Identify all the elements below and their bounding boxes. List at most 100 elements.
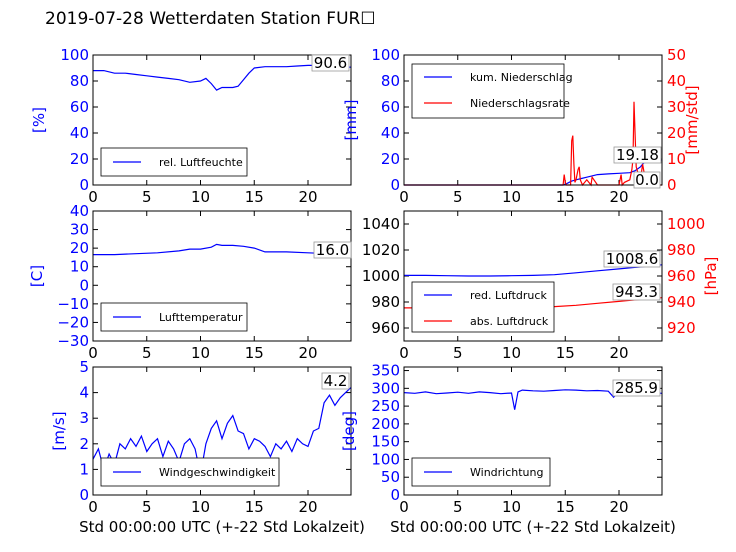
- legend-label: Lufttemperatur: [159, 311, 243, 324]
- y-tick-label: 250: [371, 397, 400, 415]
- value-annotation-box: [321, 372, 350, 390]
- y-tick-label: 60: [381, 98, 400, 116]
- legend-box: [411, 457, 551, 487]
- y-tick-label: 980: [371, 293, 400, 311]
- y-tick-label: 1000: [362, 267, 400, 285]
- value-annotation-box: [313, 241, 352, 259]
- value-annotation: 19.18: [616, 146, 659, 164]
- x-tick-label: 10: [502, 188, 521, 206]
- x-tick-label: 20: [298, 344, 317, 362]
- legend-label: kum. Niederschlag: [470, 71, 573, 84]
- x-tick-label: 10: [191, 344, 210, 362]
- y-tick-label: −10: [57, 295, 89, 313]
- y-tick-label: 80: [70, 72, 89, 90]
- y-tick-label: 1040: [362, 215, 400, 233]
- x-tick-label: 15: [556, 344, 575, 362]
- y-tick-label: 300: [371, 379, 400, 397]
- y2-tick-label: 980: [667, 241, 696, 259]
- y-tick-label: 150: [371, 433, 400, 451]
- y-tick-label: 960: [371, 319, 400, 337]
- panel-pressure: 0 5 10 15 20 960 980 1000 1020 1040 920 940 960 980 10…: [362, 210, 720, 362]
- legend: rel. Luftfeuchte: [100, 147, 248, 177]
- y-axis-label: [C]: [28, 265, 46, 287]
- series-line-1: [404, 264, 663, 277]
- figure-title: 2019-07-28 Wetterdaten Station FUR☐: [45, 9, 376, 29]
- panel-humidity: 0 5 10 15 20 0 20 40 60 80 100 rel. Luftfeuchte 90.6…: [30, 46, 352, 206]
- panel-rain: 0 5 10 15 20 0 20 40 60 80 100 0 10 20 30 40 50 kum. Nied…: [342, 46, 701, 206]
- axes-frame: [403, 366, 663, 496]
- y-tick-label: 20: [381, 150, 400, 168]
- series-line-1: [92, 387, 352, 475]
- x-tick-label: 5: [142, 188, 152, 206]
- x-tick-label: 0: [88, 498, 98, 516]
- x-tick-label: 15: [245, 498, 264, 516]
- y-tick-label: 0: [79, 486, 89, 504]
- legend-label: Niederschlagsrate: [470, 97, 570, 110]
- x-tick-label: 0: [399, 344, 409, 362]
- x-axis-label-left: Std 00:00:00 UTC (+-22 Std Lokalzeit): [79, 518, 365, 536]
- legend-label: Windrichtung: [470, 466, 543, 479]
- y-tick-label: 0: [79, 276, 89, 294]
- y-tick-label: 200: [371, 415, 400, 433]
- legend: red. Luftdruck abs. Luftdruck: [411, 281, 555, 333]
- series-line-1: [93, 64, 352, 91]
- axes-frame: [403, 210, 663, 342]
- axes-frame: [403, 54, 663, 186]
- y-axis-label: [mm]: [342, 100, 360, 141]
- y-tick-label: 40: [70, 202, 89, 220]
- x-tick-label: 10: [191, 188, 210, 206]
- value-annotation: 943.3: [615, 283, 658, 301]
- x-tick-label: 5: [453, 344, 463, 362]
- value-annotation: 1008.6: [606, 250, 659, 268]
- value-annotation-box: [311, 54, 350, 72]
- y2-tick-label: 40: [667, 72, 686, 90]
- panel-temperature: 0 5 10 15 20−30−20−10010203040Lufttemperatur…: [28, 202, 352, 362]
- x-tick-label: 15: [556, 498, 575, 516]
- x-tick-label: 0: [88, 188, 98, 206]
- x-tick-label: 5: [453, 188, 463, 206]
- axes-frame: [92, 366, 352, 496]
- y2-axis-label: [hPa]: [702, 257, 720, 296]
- y2-tick-label: 0: [667, 176, 677, 194]
- x-axis-label-right: Std 00:00:00 UTC (+-22 Std Lokalzeit): [390, 518, 676, 536]
- value-annotation: 16.0: [316, 241, 349, 259]
- value-annotation-box: [613, 146, 662, 164]
- y2-tick-label: 10: [667, 150, 686, 168]
- y-tick-label: 80: [381, 72, 400, 90]
- y2-tick-label: 920: [667, 319, 696, 337]
- value-annotation: 285.9: [615, 379, 658, 397]
- y2-tick-label: 20: [667, 124, 686, 142]
- y-tick-label: 60: [70, 98, 89, 116]
- y2-tick-label: 940: [667, 293, 696, 311]
- series-line-2: [404, 101, 662, 187]
- x-tick-label: 20: [609, 344, 628, 362]
- y-tick-label: 20: [70, 239, 89, 257]
- x-tick-label: 5: [142, 344, 152, 362]
- y-axis-label: [deg]: [340, 411, 358, 451]
- y-tick-label: 1: [79, 460, 89, 478]
- y-tick-label: 350: [371, 362, 400, 380]
- y2-axis-label: [mm/std]: [683, 85, 701, 154]
- y-tick-label: −30: [57, 332, 89, 350]
- x-tick-label: 15: [556, 188, 575, 206]
- y2-tick-label: 1000: [667, 215, 705, 233]
- x-tick-label: 0: [88, 344, 98, 362]
- y-tick-label: 4: [79, 384, 89, 402]
- y-tick-label: 0: [390, 486, 400, 504]
- legend: kum. Niederschlag Niederschlagsrate: [411, 63, 573, 119]
- panel-winddir: 0 5 10 15 20050100150200250300350Windrichtun…: [340, 362, 663, 516]
- value-annotation-box: [612, 283, 661, 301]
- y2-tick-label: 960: [667, 267, 696, 285]
- legend-label: Windgeschwindigkeit: [159, 466, 276, 479]
- value-annotation-box: [633, 171, 661, 189]
- legend-box: [100, 457, 280, 487]
- x-tick-label: 5: [142, 498, 152, 516]
- y-tick-label: 5: [79, 358, 89, 376]
- legend: Lufttemperatur: [100, 302, 248, 332]
- x-tick-label: 5: [453, 498, 463, 516]
- y-tick-label: 0: [79, 176, 89, 194]
- legend-box: [411, 281, 555, 333]
- x-tick-label: 10: [191, 498, 210, 516]
- y-tick-label: 30: [70, 221, 89, 239]
- panel-windspeed: 0 5 10 15 20 0 1 2 3 4 5 Windgeschwindigkeit 4.2 [m/s…: [50, 358, 352, 516]
